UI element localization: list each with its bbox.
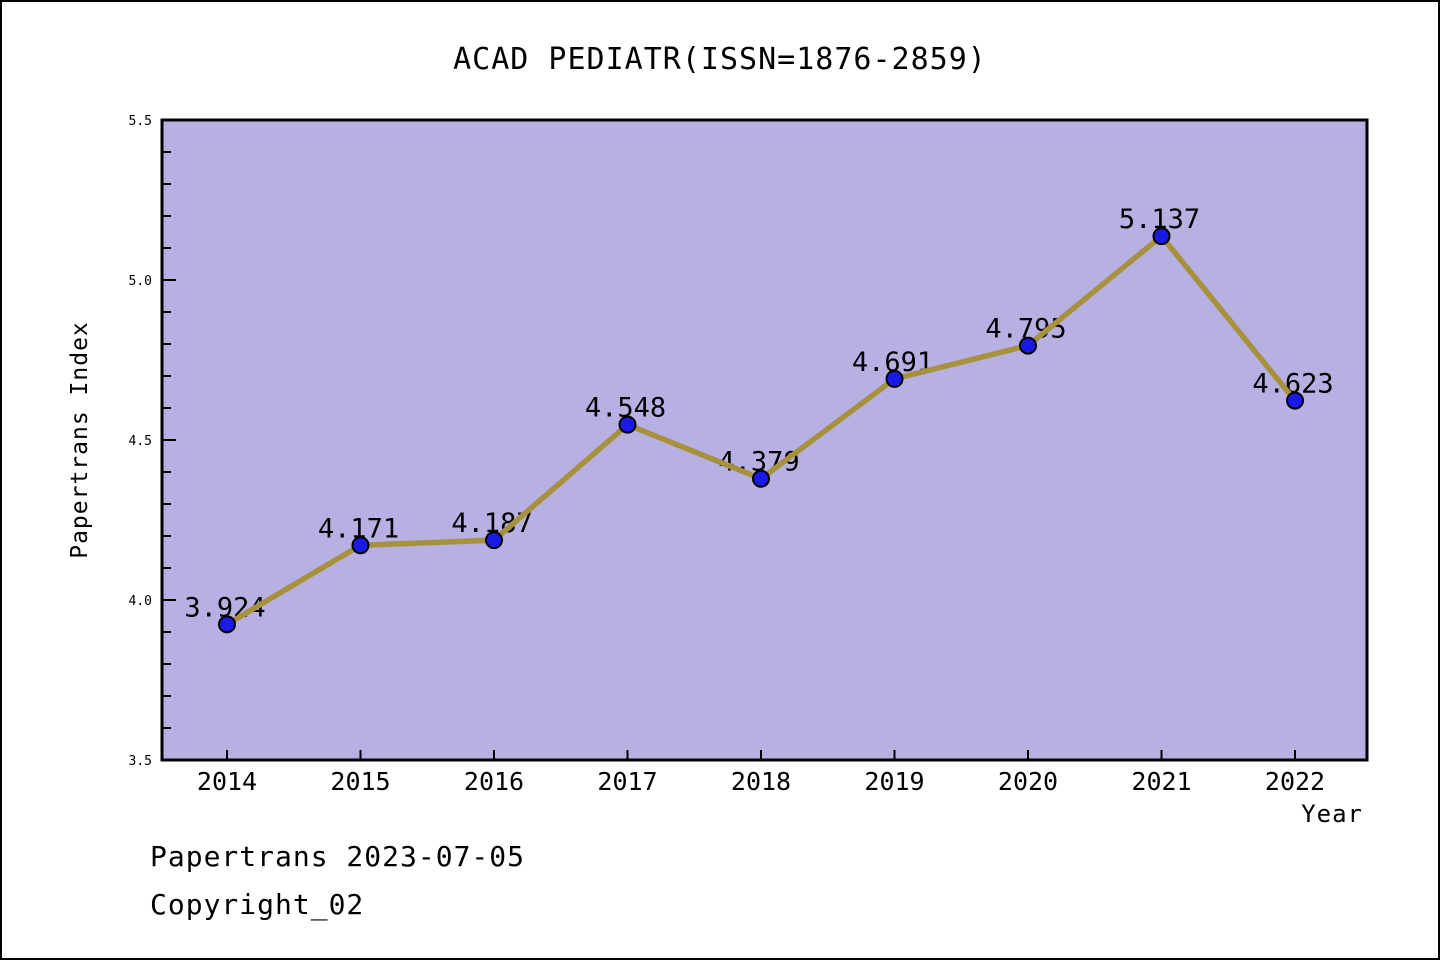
x-tick-label: 2015 — [330, 767, 390, 796]
data-point — [218, 615, 236, 634]
plot-area — [162, 120, 1367, 760]
y-tick-label: 4.5 — [129, 434, 152, 449]
x-tick-label: 2022 — [1265, 767, 1325, 796]
data-point — [1152, 227, 1171, 246]
data-point — [485, 531, 503, 550]
x-tick-label: 2020 — [998, 767, 1058, 796]
data-point — [885, 369, 904, 388]
footer-copyright: Copyright_02 — [150, 888, 365, 921]
y-tick-label: 4.0 — [129, 594, 152, 609]
data-point — [618, 415, 637, 434]
y-tick-label: 5.5 — [129, 114, 152, 129]
x-tick-label: 2018 — [731, 767, 791, 796]
x-tick-label: 2017 — [597, 767, 657, 796]
chart-title: ACAD PEDIATR(ISSN=1876-2859) — [453, 42, 987, 77]
data-point — [1286, 391, 1304, 410]
data-point — [351, 536, 370, 555]
x-tick-label: 2016 — [464, 767, 524, 796]
data-point — [752, 469, 770, 488]
x-tick-label: 2014 — [197, 767, 257, 796]
plot-border — [160, 118, 1369, 762]
data-point — [1019, 336, 1037, 355]
x-tick-label: 2021 — [1131, 767, 1191, 796]
footer-date: Papertrans 2023-07-05 — [150, 840, 526, 873]
x-tick-label: 2019 — [864, 767, 924, 796]
y-tick-label: 3.5 — [129, 754, 152, 769]
y-tick-label: 5.0 — [129, 274, 152, 289]
x-axis-label: Year — [1301, 800, 1363, 828]
